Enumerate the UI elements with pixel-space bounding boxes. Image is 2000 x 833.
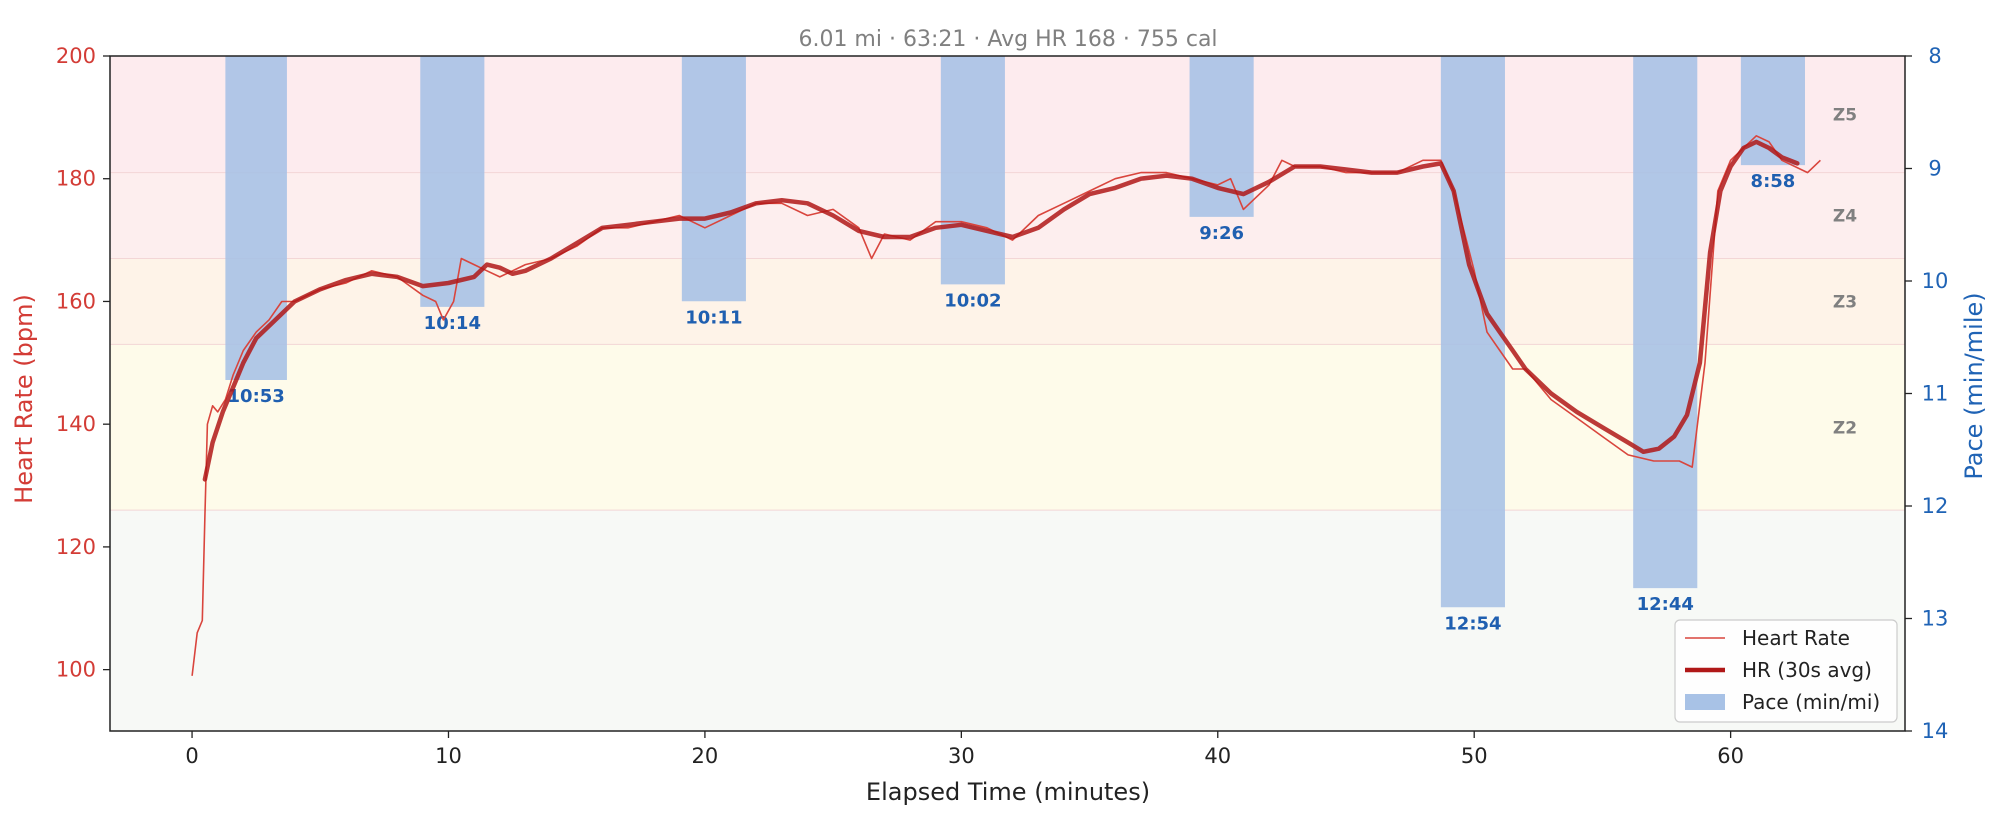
y-axis-title: Heart Rate (bpm) [10,294,38,504]
y2-tick-label: 11 [1922,382,1949,406]
pace-bar [940,56,1005,285]
pace-bar [1440,56,1505,608]
pace-bar-label: 10:02 [944,290,1001,311]
zone-band-3 [110,172,1905,259]
y-tick-label: 120 [56,535,96,559]
zone-band-4 [110,56,1905,173]
x-tick-label: 10 [435,744,462,768]
y-tick-label: 180 [56,167,96,191]
axes-layer: 0 10 20 30 40 50 60 100 120 140 160 180 200 8 9 10 11 12 1… [56,44,1948,768]
y-tick-label: 160 [56,289,96,313]
y-tick-label: 200 [56,44,96,68]
legend-label: Heart Rate [1742,626,1850,650]
y2-tick-label: 8 [1928,44,1941,68]
pace-bar [225,56,287,380]
legend-label: HR (30s avg) [1742,658,1872,682]
zone-label: Z3 [1833,292,1857,312]
zone-label: Z5 [1833,105,1857,125]
x-tick-label: 60 [1717,744,1744,768]
x-tick-label: 20 [692,744,719,768]
legend-swatch-pace [1685,694,1725,710]
pace-bar-label: 10:53 [228,386,285,407]
pace-bar [1633,56,1698,589]
pace-bar-label: 10:11 [685,307,742,328]
pace-bar [681,56,746,302]
legend-label: Pace (min/mi) [1742,690,1880,714]
pace-bar-label: 8:58 [1751,171,1796,192]
zone-band-2 [110,258,1905,345]
y2-tick-label: 9 [1928,157,1941,181]
y2-tick-label: 10 [1922,269,1949,293]
pace-bar-label: 12:54 [1444,613,1501,634]
y-tick-label: 140 [56,412,96,436]
chart-subtitle: 6.01 mi · 63:21 · Avg HR 168 · 755 cal [798,27,1217,52]
x-tick-label: 50 [1461,744,1488,768]
x-tick-label: 40 [1204,744,1231,768]
heart-rate-lines-layer [191,135,1821,676]
zone-label: Z2 [1833,418,1857,438]
pace-bar [420,56,485,307]
x-tick-label: 0 [185,744,198,768]
legend-box [1674,619,1898,723]
y2-tick-label: 13 [1922,607,1949,631]
zone-label: Z4 [1833,207,1857,227]
x-tick-label: 30 [948,744,975,768]
y2-tick-label: 12 [1922,494,1949,518]
y2-axis-title: Pace (min/mile) [1960,292,1988,479]
y2-tick-label: 14 [1922,719,1949,743]
pace-bar-label: 12:44 [1637,594,1694,615]
pace-bar-label: 9:26 [1199,223,1244,244]
zone-band-0 [110,510,1905,731]
y-tick-label: 100 [56,658,96,682]
x-axis-title: Elapsed Time (minutes) [866,778,1150,806]
legend: Heart Rate HR (30s avg) Pace (min/mi) [1674,619,1898,723]
pace-bar-label: 10:14 [424,313,481,334]
heart-rate-avg-line [202,139,1800,482]
